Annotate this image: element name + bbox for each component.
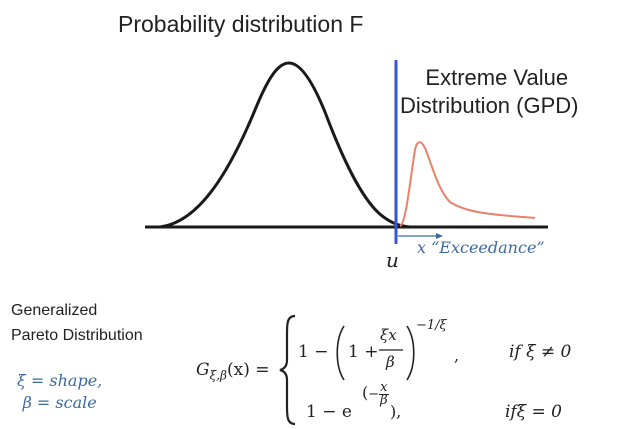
param-scale: β = scale bbox=[22, 393, 97, 412]
case1-left-paren bbox=[336, 325, 345, 381]
case2-exp-minus: − bbox=[368, 387, 380, 402]
param-shape: ξ = shape, bbox=[17, 371, 103, 390]
case1-fraction-num: ξx bbox=[380, 326, 397, 344]
gpd-heading: Extreme Value Distribution (GPD) bbox=[400, 64, 578, 120]
formula-lhs-arg: (x) = bbox=[226, 360, 270, 380]
case2-lead: 1 − e bbox=[306, 402, 352, 422]
case1-right-paren bbox=[406, 325, 415, 381]
exceedance-label: x “Exceedance” bbox=[417, 238, 545, 257]
formula-lhs: Gξ,β(x) = bbox=[196, 360, 269, 382]
gpd-name: Generalized Pareto Distribution bbox=[11, 298, 143, 348]
case2-condition: ifξ = 0 bbox=[505, 402, 562, 422]
cases-brace bbox=[279, 314, 296, 426]
case2-exp-open: ( bbox=[362, 383, 369, 402]
gpd-name-line1: Generalized bbox=[11, 302, 98, 319]
case2-exponent: (− x β bbox=[362, 380, 389, 408]
formula-lhs-g: G bbox=[196, 360, 210, 380]
case1-inner-one: 1 + bbox=[348, 342, 379, 362]
parameter-legend: ξ = shape, β = scale bbox=[17, 370, 102, 414]
main-distribution-curve bbox=[159, 61, 411, 229]
threshold-label: u bbox=[386, 248, 399, 272]
gpd-name-line2: Pareto Distribution bbox=[11, 327, 143, 344]
case1-condition: if ξ ≠ 0 bbox=[509, 342, 572, 362]
gpd-heading-line1: Extreme Value bbox=[425, 65, 569, 90]
exceedance-arrowhead bbox=[436, 233, 443, 239]
case1-comma: , bbox=[454, 346, 460, 365]
case1-exponent: −1/ξ bbox=[416, 318, 447, 333]
case1-fraction-bar bbox=[379, 349, 403, 351]
case1-lead: 1 − bbox=[298, 342, 329, 362]
case2-comma: ), bbox=[390, 402, 402, 421]
case1-fraction-den: β bbox=[386, 353, 395, 371]
formula-lhs-sub: ξ,β bbox=[209, 368, 227, 383]
case2-exp-den: β bbox=[380, 393, 388, 408]
gpd-heading-line2: Distribution (GPD) bbox=[400, 93, 579, 118]
diagram-title: Probability distribution F bbox=[118, 11, 364, 37]
gpd-tail-curve bbox=[399, 141, 536, 227]
case2-exp-num: x bbox=[379, 380, 389, 395]
